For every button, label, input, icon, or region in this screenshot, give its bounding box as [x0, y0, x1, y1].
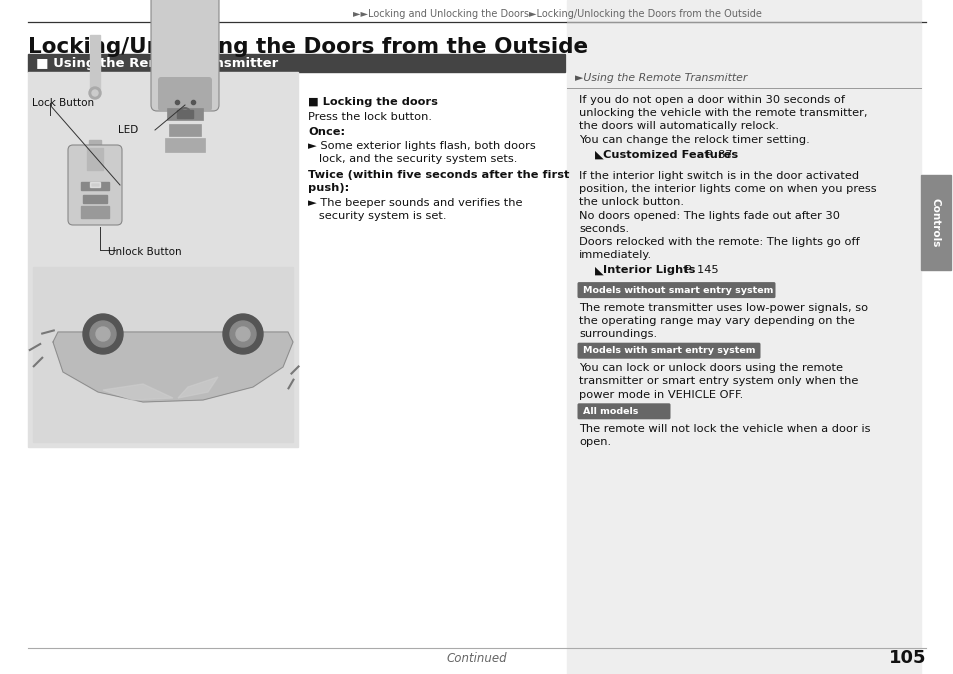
Text: ►Using the Remote Transmitter: ►Using the Remote Transmitter — [575, 73, 746, 83]
Text: the operating range may vary depending on the: the operating range may vary depending o… — [578, 316, 854, 326]
Text: the unlock button.: the unlock button. — [578, 197, 683, 208]
Circle shape — [89, 87, 101, 99]
Text: 105: 105 — [887, 649, 925, 667]
Bar — [90, 182, 100, 187]
Text: The remote will not lock the vehicle when a door is: The remote will not lock the vehicle whe… — [578, 424, 869, 434]
Text: ► Some exterior lights flash, both doors: ► Some exterior lights flash, both doors — [308, 141, 536, 151]
Circle shape — [230, 321, 255, 347]
Text: Interior Lights: Interior Lights — [602, 266, 695, 276]
Circle shape — [91, 90, 98, 96]
Text: Models without smart entry system: Models without smart entry system — [582, 286, 773, 295]
Bar — [28, 54, 564, 72]
FancyBboxPatch shape — [577, 282, 775, 298]
FancyBboxPatch shape — [577, 342, 760, 359]
Text: open.: open. — [578, 437, 611, 447]
Text: seconds.: seconds. — [578, 224, 628, 234]
Text: Lock Button: Lock Button — [32, 98, 94, 108]
FancyBboxPatch shape — [577, 403, 670, 419]
FancyBboxPatch shape — [68, 145, 122, 225]
Circle shape — [83, 314, 123, 354]
Bar — [169, 124, 201, 136]
Bar — [167, 108, 203, 120]
Text: Customized Features: Customized Features — [602, 150, 738, 160]
Text: ►►Locking and Unlocking the Doors►Locking/Unlocking the Doors from the Outside: ►►Locking and Unlocking the Doors►Lockin… — [353, 9, 760, 19]
Text: No doors opened: The lights fade out after 30: No doors opened: The lights fade out aft… — [578, 210, 840, 220]
Text: Doors relocked with the remote: The lights go off: Doors relocked with the remote: The ligh… — [578, 237, 859, 247]
Text: power mode in VEHICLE OFF.: power mode in VEHICLE OFF. — [578, 390, 742, 400]
Circle shape — [235, 327, 250, 341]
Text: ◣: ◣ — [595, 266, 607, 276]
Circle shape — [90, 321, 116, 347]
Text: The remote transmitter uses low-power signals, so: The remote transmitter uses low-power si… — [578, 303, 867, 313]
Text: transmitter or smart entry system only when the: transmitter or smart entry system only w… — [578, 376, 858, 386]
Bar — [81, 182, 109, 190]
Bar — [81, 206, 109, 218]
Bar — [177, 110, 193, 118]
Bar — [28, 72, 297, 447]
Text: ► The beeper sounds and verifies the: ► The beeper sounds and verifies the — [308, 198, 522, 208]
Text: lock, and the security system sets.: lock, and the security system sets. — [308, 154, 517, 164]
Text: immediately.: immediately. — [578, 250, 652, 260]
Text: All models: All models — [582, 407, 638, 416]
Text: Twice (within five seconds after the first: Twice (within five seconds after the fir… — [308, 170, 569, 180]
Bar — [90, 35, 100, 95]
Text: unlocking the vehicle with the remote transmitter,: unlocking the vehicle with the remote tr… — [578, 109, 866, 118]
Text: You can change the relock timer setting.: You can change the relock timer setting. — [578, 135, 809, 145]
FancyBboxPatch shape — [158, 77, 212, 111]
Bar — [89, 140, 101, 155]
Bar — [33, 267, 293, 442]
Text: LED: LED — [118, 125, 138, 135]
Text: Once:: Once: — [308, 127, 345, 137]
Polygon shape — [178, 377, 218, 398]
Text: Models with smart entry system: Models with smart entry system — [582, 346, 755, 355]
Text: ■ Using the Remote Transmitter: ■ Using the Remote Transmitter — [36, 57, 278, 69]
Text: P. 87: P. 87 — [701, 150, 732, 160]
Text: the doors will automatically relock.: the doors will automatically relock. — [578, 121, 779, 131]
Text: Unlock Button: Unlock Button — [108, 247, 181, 257]
Text: Controls: Controls — [930, 197, 940, 247]
Bar — [165, 138, 205, 152]
Circle shape — [96, 327, 110, 341]
Text: Locking/Unlocking the Doors from the Outside: Locking/Unlocking the Doors from the Out… — [28, 37, 587, 57]
Text: You can lock or unlock doors using the remote: You can lock or unlock doors using the r… — [578, 363, 842, 373]
Bar — [920, 175, 950, 270]
Text: If the interior light switch is in the door activated: If the interior light switch is in the d… — [578, 171, 859, 181]
Text: security system is set.: security system is set. — [308, 211, 446, 221]
Text: surroundings.: surroundings. — [578, 329, 657, 339]
Text: position, the interior lights come on when you press: position, the interior lights come on wh… — [578, 184, 876, 194]
Text: Continued: Continued — [446, 652, 507, 665]
Text: push):: push): — [308, 183, 349, 193]
Polygon shape — [53, 332, 293, 402]
FancyBboxPatch shape — [151, 0, 219, 111]
Text: ◣: ◣ — [595, 150, 607, 160]
Bar — [83, 195, 107, 203]
Text: P. 145: P. 145 — [680, 266, 718, 276]
Text: If you do not open a door within 30 seconds of: If you do not open a door within 30 seco… — [578, 95, 844, 105]
Bar — [87, 148, 103, 170]
Circle shape — [223, 314, 263, 354]
Text: Press the lock button.: Press the lock button. — [308, 112, 432, 122]
Bar — [566, 0, 920, 674]
Polygon shape — [103, 384, 172, 400]
Text: ■ Locking the doors: ■ Locking the doors — [308, 97, 437, 107]
